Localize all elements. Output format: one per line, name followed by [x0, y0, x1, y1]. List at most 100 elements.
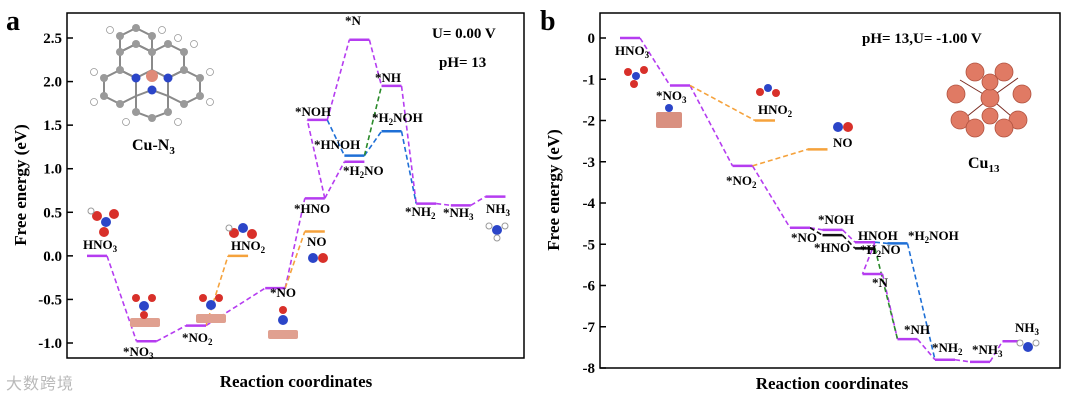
label-b-hnoh-ads: HNOH	[858, 228, 898, 243]
panel-b-ylabel: Free energy (eV)	[544, 129, 563, 250]
panel-a-frame	[66, 12, 525, 359]
y-tick-label: -4	[583, 196, 596, 212]
energy-connector	[284, 198, 306, 289]
energy-connector	[809, 227, 823, 236]
y-tick-label: 0	[588, 31, 596, 47]
y-tick-label: 1.5	[43, 118, 62, 134]
label-b-noh-ads: *NOH	[818, 212, 854, 227]
b-nh3-gas-molecule-image	[1016, 339, 1040, 352]
energy-connector	[689, 84, 756, 122]
label-no-gas: NO	[307, 234, 327, 249]
no-adsorbate-image	[268, 306, 298, 339]
energy-connector	[156, 324, 187, 342]
label-b-hno2: HNO2	[758, 102, 793, 119]
panel-b-condition: pH= 13,U= -1.00 V	[862, 31, 982, 47]
energy-connector	[400, 85, 417, 204]
panel-a-plot	[87, 38, 506, 343]
panel-b-frame	[599, 12, 1061, 369]
energy-connector	[363, 130, 383, 157]
label-b-no3-ads: *NO3	[656, 88, 687, 105]
energy-connector	[841, 229, 856, 243]
panel-a-condition-ph: pH= 13	[439, 55, 486, 71]
energy-connector	[751, 165, 791, 229]
no-gas-molecule-image	[308, 253, 328, 263]
label-b-hno-ads: *HNO	[814, 240, 850, 255]
y-tick-label: -6	[583, 279, 596, 295]
label-nh2-ads: *NH2	[405, 204, 436, 221]
label-hnoh-ads: *HNOH	[314, 137, 360, 152]
label-b-no-ads: *NO	[791, 230, 817, 245]
panel-a-xlabel: Reaction coordinates	[220, 372, 373, 391]
panel-b-molecule-images	[624, 66, 1040, 352]
panel-b-letter: b	[540, 6, 556, 37]
panel-a-letter: a	[6, 6, 20, 37]
panel-a-step-labels: HNO3 *NO3 *NO2 HNO2 *NO *HNO NO *NOH *HN…	[83, 13, 511, 361]
energy-connector	[436, 202, 451, 207]
energy-connector	[752, 148, 808, 167]
label-hno-ads: *HNO	[294, 201, 330, 216]
nh3-gas-molecule-image	[485, 222, 509, 242]
y-tick-label: 1.0	[43, 162, 62, 178]
label-b-h2noh-ads: *H2NOH	[908, 228, 959, 245]
label-b-no-gas: NO	[833, 135, 853, 150]
y-tick-label: -1.0	[38, 336, 62, 352]
label-b-n-ads: *N	[872, 275, 889, 290]
label-h2noh-ads: *H2NOH	[372, 110, 423, 127]
label-b-nh3-ads: *NH3	[972, 342, 1003, 359]
energy-connector	[326, 119, 346, 156]
b-hno3-molecule-image	[624, 66, 648, 88]
energy-connector	[324, 161, 346, 199]
panel-b: b 0 -1 -2 -3 -4 -5 -6 -7 -8 Free energy (eV) Rea…	[540, 6, 1061, 393]
panel-b-plot	[620, 36, 1023, 364]
y-tick-label: -5	[583, 237, 596, 253]
panel-b-catalyst-label: Cu13	[968, 155, 1000, 175]
label-nh3-ads: *NH3	[443, 205, 474, 222]
no2-molecule-image	[225, 223, 257, 239]
y-tick-label: 0.5	[43, 205, 62, 221]
energy-connector	[470, 195, 486, 207]
label-hno3: HNO3	[83, 237, 118, 254]
label-hno2: HNO2	[231, 238, 266, 255]
label-no3-ads: *NO3	[123, 344, 154, 361]
panel-b-step-labels: HNO3 *NO3 HNO2 *NO2 NO *NO *NOH *HNO HNO…	[615, 43, 1040, 359]
label-noh-ads: *NOH	[295, 104, 331, 119]
watermark: 大数跨境	[6, 374, 75, 393]
b-no3-surface-image	[656, 104, 682, 128]
y-tick-label: -2	[583, 114, 596, 130]
cu-n3-structure-image	[90, 24, 214, 126]
label-no-ads: *NO	[270, 285, 296, 300]
b-hno2-molecule-image	[756, 84, 780, 97]
energy-connector	[106, 255, 138, 342]
label-b-h2no-ads: *H2NO	[860, 242, 901, 259]
energy-connector	[906, 243, 936, 360]
energy-connector	[639, 37, 671, 86]
energy-connector	[306, 119, 326, 199]
energy-connector	[874, 241, 888, 245]
y-tick-label: -8	[583, 361, 596, 377]
hno3-molecule-image	[87, 207, 119, 237]
energy-connector	[861, 241, 876, 275]
cu13-cluster-image	[946, 62, 1032, 138]
panel-b-xlabel: Reaction coordinates	[756, 374, 909, 393]
panel-a: a -1.0 -0.5 0.0 0.5 1.0 1.5 2.0 2.5 Free energy…	[6, 6, 525, 391]
energy-connector	[400, 131, 417, 204]
label-nh3-gas: NH3	[486, 201, 511, 218]
energy-connector	[954, 358, 971, 363]
energy-connector	[205, 255, 229, 326]
y-tick-label: 2.0	[43, 75, 62, 91]
label-b-no2-ads: *NO2	[726, 173, 757, 190]
y-tick-label: 0.0	[43, 249, 62, 265]
energy-connector	[689, 85, 734, 167]
energy-connector	[841, 234, 856, 249]
energy-connector	[363, 85, 383, 156]
b-no-gas-molecule-image	[833, 122, 853, 132]
no3-adsorbate-image	[130, 294, 160, 327]
panel-a-molecule-images	[87, 207, 509, 339]
label-b-nh3-gas: NH3	[1015, 320, 1040, 337]
energy-connector	[916, 338, 936, 361]
no2-adsorbate-image	[196, 294, 226, 323]
label-b-nh-ads: *NH	[904, 322, 930, 337]
label-nh-ads: *NH	[375, 70, 401, 85]
panel-a-ylabel: Free energy (eV)	[11, 124, 30, 245]
